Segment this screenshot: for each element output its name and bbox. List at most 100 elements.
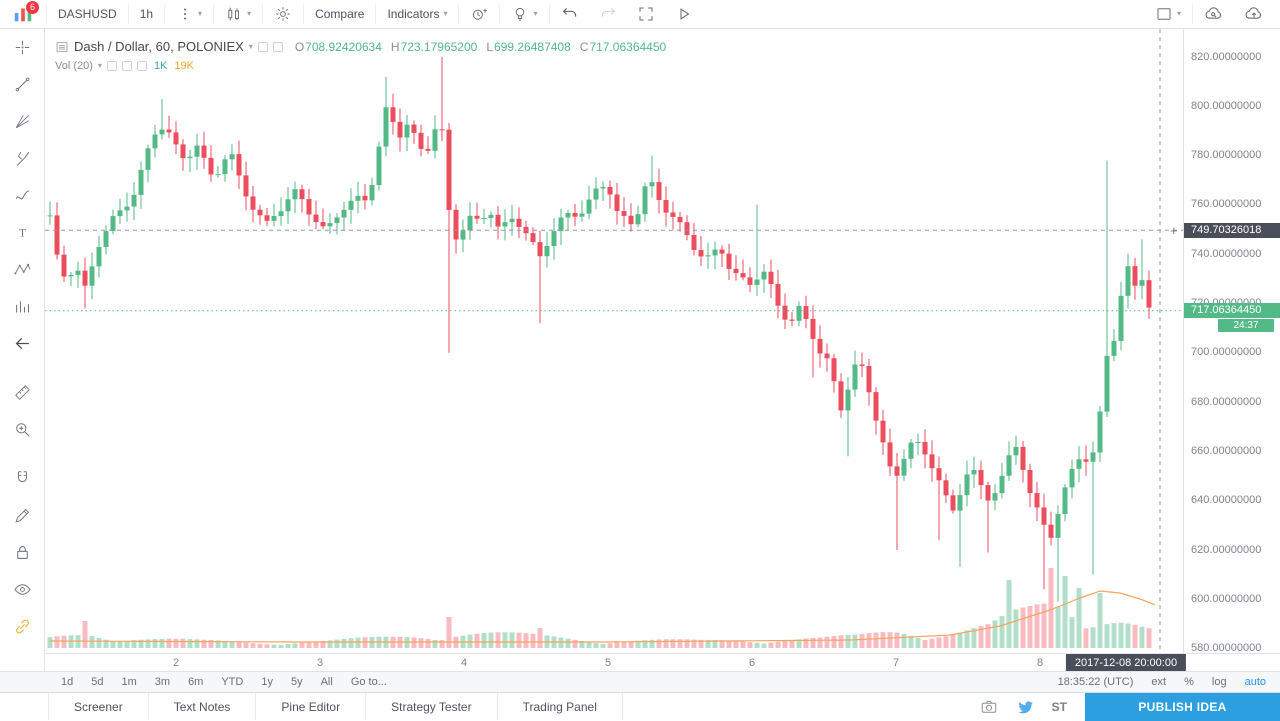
ideas-button[interactable]: ▾ bbox=[501, 0, 547, 28]
twitter-share[interactable] bbox=[1016, 698, 1034, 716]
bottom-tabs: Screener Text Notes Pine Editor Strategy Te… bbox=[48, 693, 623, 720]
legend-hide-icon[interactable] bbox=[257, 41, 268, 52]
price-chart-canvas[interactable] bbox=[45, 29, 1183, 653]
app-logo[interactable]: 6 bbox=[0, 0, 45, 28]
tab-trading-panel[interactable]: Trading Panel bbox=[498, 693, 623, 720]
low-value: 699.26487408 bbox=[494, 39, 571, 54]
trendline-icon[interactable] bbox=[0, 66, 44, 103]
legend-settings-icon[interactable] bbox=[272, 41, 283, 52]
tab-pine-editor[interactable]: Pine Editor bbox=[256, 693, 367, 720]
time-tick: 6 bbox=[748, 657, 756, 669]
pattern-icon[interactable] bbox=[0, 251, 44, 288]
last-price-label: 717.06364450 bbox=[1184, 302, 1280, 318]
range-5y[interactable]: 5y bbox=[290, 676, 303, 688]
snapshot-camera-icon[interactable] bbox=[980, 698, 998, 716]
svg-text:T: T bbox=[18, 225, 26, 239]
volume-indicator-label[interactable]: Vol (20) bbox=[55, 59, 93, 72]
lightbulb-icon bbox=[516, 7, 525, 21]
volume-close-icon[interactable] bbox=[136, 60, 147, 71]
pitchfork-icon[interactable] bbox=[0, 140, 44, 177]
link-icon[interactable] bbox=[0, 608, 44, 645]
price-axis[interactable]: 820.00000000 800.00000000 780.00000000 760.… bbox=[1183, 29, 1280, 655]
chevron-down-icon: ▾ bbox=[533, 9, 538, 18]
alert-clock-plus-icon bbox=[473, 8, 488, 20]
range-1d[interactable]: 1d bbox=[61, 676, 74, 688]
load-chart-button[interactable] bbox=[1194, 0, 1234, 28]
time-tick: 2 bbox=[172, 657, 180, 669]
chart-region: Dash / Dollar, 60, POLONIEX ▾ O708.92420… bbox=[45, 29, 1280, 672]
divider bbox=[375, 4, 377, 24]
redo-button[interactable] bbox=[589, 0, 627, 28]
range-5d[interactable]: 5d bbox=[91, 676, 104, 688]
tab-screener[interactable]: Screener bbox=[49, 693, 149, 720]
range-go-to[interactable]: Go to... bbox=[350, 676, 387, 688]
magnet-icon[interactable] bbox=[0, 460, 44, 497]
fullscreen-button[interactable] bbox=[627, 0, 665, 28]
chevron-down-icon: ▾ bbox=[198, 9, 203, 18]
time-axis[interactable]: 2 3 4 5 6 7 8 2017-12-08 20:00:00 bbox=[45, 653, 1280, 672]
tab-text-notes[interactable]: Text Notes bbox=[149, 693, 257, 720]
add-alert-button[interactable] bbox=[460, 0, 498, 28]
symbol-search-button[interactable]: DASHUSD bbox=[48, 0, 127, 28]
bottom-right-group: ST PUBLISH IDEA bbox=[980, 692, 1280, 721]
brush-icon[interactable] bbox=[0, 177, 44, 214]
text-icon[interactable]: T bbox=[0, 214, 44, 251]
stocktwits-share[interactable]: ST bbox=[1051, 699, 1067, 714]
tab-strategy-tester[interactable]: Strategy Tester bbox=[366, 693, 498, 720]
price-tick: 820.00000000 bbox=[1191, 50, 1262, 63]
undo-arrow-icon bbox=[562, 8, 576, 17]
divider bbox=[213, 4, 215, 24]
range-all[interactable]: All bbox=[320, 676, 333, 688]
save-chart-button[interactable] bbox=[1234, 0, 1274, 28]
interval-options-button[interactable]: ▾ bbox=[166, 0, 212, 28]
chart-legend: Dash / Dollar, 60, POLONIEX ▾ O708.92420… bbox=[55, 37, 666, 75]
price-tick: 580.00000000 bbox=[1191, 642, 1262, 655]
chevron-down-icon[interactable]: ▾ bbox=[97, 60, 102, 70]
edit-icon[interactable] bbox=[0, 497, 44, 534]
notification-badge[interactable]: 6 bbox=[26, 1, 39, 14]
legend-menu-icon[interactable] bbox=[55, 40, 69, 54]
toggle-auto[interactable]: auto bbox=[1244, 676, 1266, 688]
crosshair-icon[interactable] bbox=[0, 29, 44, 66]
crosshair-plus-icon[interactable]: + bbox=[1170, 223, 1178, 239]
replay-button[interactable] bbox=[665, 0, 703, 28]
chevron-down-icon[interactable]: ▾ bbox=[248, 41, 253, 51]
toggle-ext[interactable]: ext bbox=[1151, 676, 1167, 688]
volume-settings-icon[interactable] bbox=[121, 60, 132, 71]
toggle-percent[interactable]: % bbox=[1184, 676, 1194, 688]
symbol-label: DASHUSD bbox=[58, 7, 117, 21]
divider bbox=[548, 4, 550, 24]
clock-utc[interactable]: 18:35:22 (UTC) bbox=[1057, 676, 1134, 688]
close-key: C bbox=[579, 39, 589, 54]
range-3m[interactable]: 3m bbox=[154, 676, 171, 688]
undo-button[interactable] bbox=[551, 0, 589, 28]
forecast-icon[interactable] bbox=[0, 288, 44, 325]
range-1y[interactable]: 1y bbox=[261, 676, 273, 688]
range-6m[interactable]: 6m bbox=[188, 676, 204, 688]
time-tick: 7 bbox=[892, 657, 900, 669]
publish-idea-button[interactable]: PUBLISH IDEA bbox=[1085, 692, 1280, 721]
twitter-bird-icon bbox=[1018, 700, 1033, 713]
layout-button[interactable]: ▾ bbox=[1145, 0, 1191, 28]
zoom-icon[interactable] bbox=[0, 411, 44, 448]
eye-icon[interactable] bbox=[0, 571, 44, 608]
time-tick: 5 bbox=[604, 657, 612, 669]
interval-button[interactable]: 1h bbox=[130, 0, 163, 28]
compare-button[interactable]: Compare bbox=[305, 0, 374, 28]
lock-icon[interactable] bbox=[0, 534, 44, 571]
arrow-left-icon[interactable] bbox=[0, 325, 44, 362]
indicators-button[interactable]: Indicators ▾ bbox=[377, 0, 457, 28]
legend-symbol-title[interactable]: Dash / Dollar, 60, POLONIEX bbox=[74, 39, 244, 54]
ruler-icon[interactable] bbox=[0, 374, 44, 411]
toggle-log[interactable]: log bbox=[1211, 676, 1227, 688]
gann-icon[interactable] bbox=[0, 103, 44, 140]
chevron-down-icon: ▾ bbox=[1176, 9, 1181, 18]
chart-style-button[interactable]: ▾ bbox=[215, 0, 261, 28]
chart-properties-button[interactable] bbox=[264, 0, 302, 28]
candlestick-icon bbox=[228, 7, 240, 21]
price-tick: 800.00000000 bbox=[1191, 99, 1262, 112]
range-1m[interactable]: 1m bbox=[121, 676, 137, 688]
volume-eye-icon[interactable] bbox=[106, 60, 117, 71]
price-tick: 700.00000000 bbox=[1191, 346, 1262, 359]
range-ytd[interactable]: YTD bbox=[221, 676, 244, 688]
